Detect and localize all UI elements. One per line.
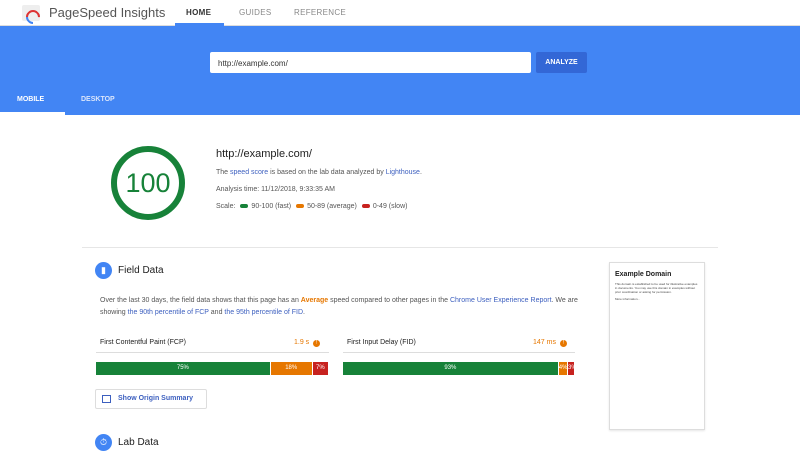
fcp-percentile-link[interactable]: the 90th percentile of FCP bbox=[127, 309, 209, 316]
nav-guides[interactable]: GUIDES bbox=[239, 8, 272, 17]
pagespeed-logo-icon bbox=[22, 5, 40, 21]
text: . bbox=[303, 309, 305, 316]
thumbnail-title: Example Domain bbox=[615, 271, 672, 278]
fcp-label: First Contentful Paint (FCP) bbox=[100, 339, 186, 346]
fcp-value-text: 1.9 s bbox=[294, 339, 310, 346]
score-description: The speed score is based on the lab data… bbox=[216, 169, 422, 176]
tab-mobile[interactable]: MOBILE bbox=[17, 96, 45, 103]
scale-average: 50-89 (average) bbox=[307, 203, 357, 210]
thumbnail-more-link: More information... bbox=[615, 297, 641, 301]
slow-dot-icon bbox=[361, 204, 370, 209]
text: is based on the lab data analyzed by bbox=[268, 169, 386, 176]
field-data-title: Field Data bbox=[118, 265, 164, 276]
tab-desktop[interactable]: DESKTOP bbox=[81, 96, 115, 103]
show-origin-summary-button[interactable]: Show Origin Summary bbox=[95, 389, 207, 409]
divider bbox=[343, 352, 575, 353]
text: The bbox=[216, 169, 231, 176]
bar-chart-icon: ▮ bbox=[95, 262, 112, 279]
info-icon[interactable]: ! bbox=[313, 340, 321, 347]
top-bar: PageSpeed Insights HOME GUIDES REFERENCE bbox=[0, 0, 800, 26]
text: Over the last 30 days, the field data sh… bbox=[100, 297, 301, 304]
text: . We are showing bbox=[100, 297, 578, 316]
distribution-segment-slow: 3% bbox=[568, 362, 577, 375]
divider bbox=[96, 352, 329, 353]
fcp-value: 1.9 s! bbox=[294, 339, 321, 347]
analysis-time: Analysis time: 11/12/2018, 9:33:35 AM bbox=[216, 186, 335, 193]
thumbnail-body: This domain is established to be used fo… bbox=[615, 282, 698, 294]
distribution-segment-average: 18% bbox=[270, 362, 313, 375]
fcp-distribution-bar: 75% 18% 7% bbox=[96, 362, 329, 375]
analyzed-url: http://example.com/ bbox=[216, 148, 312, 160]
distribution-segment-average: 4% bbox=[558, 362, 569, 375]
scale-slow: 0-49 (slow) bbox=[372, 203, 408, 210]
nav-home[interactable]: HOME bbox=[186, 8, 212, 17]
score-gauge: 100 bbox=[111, 146, 185, 220]
url-input[interactable]: http://example.com/ bbox=[210, 52, 531, 73]
analyze-button[interactable]: ANALYZE bbox=[536, 52, 587, 73]
search-banner: http://example.com/ ANALYZE MOBILE DESKT… bbox=[0, 26, 800, 115]
scale-fast: 90-100 (fast) bbox=[251, 203, 292, 210]
page-screenshot-thumbnail: Example Domain This domain is establishe… bbox=[609, 262, 705, 430]
fast-dot-icon bbox=[240, 204, 249, 209]
fid-label: First Input Delay (FID) bbox=[347, 339, 416, 346]
nav-reference[interactable]: REFERENCE bbox=[294, 8, 347, 17]
text: and bbox=[208, 309, 225, 316]
crux-link[interactable]: Chrome User Experience Report bbox=[449, 297, 552, 304]
lighthouse-link[interactable]: Lighthouse bbox=[385, 169, 420, 176]
info-icon[interactable]: ! bbox=[559, 340, 567, 347]
fid-percentile-link[interactable]: the 95th percentile of FID bbox=[224, 309, 304, 316]
speed-score-link[interactable]: speed score bbox=[230, 169, 269, 176]
fid-value: 147 ms! bbox=[533, 339, 567, 347]
distribution-segment-fast: 93% bbox=[343, 362, 559, 375]
nav-active-indicator bbox=[175, 23, 224, 26]
text: speed compared to other pages in the bbox=[328, 297, 450, 304]
average-label: Average bbox=[300, 297, 329, 304]
lab-data-title: Lab Data bbox=[118, 437, 159, 448]
score-scale: Scale: 90-100 (fast) 50-89 (average) 0-4… bbox=[216, 203, 407, 210]
field-data-description: Over the last 30 days, the field data sh… bbox=[100, 295, 600, 319]
origin-icon bbox=[102, 395, 111, 403]
app-title: PageSpeed Insights bbox=[49, 5, 166, 20]
tab-active-indicator bbox=[0, 112, 65, 115]
distribution-segment-fast: 75% bbox=[96, 362, 271, 375]
scale-label: Scale: bbox=[216, 203, 236, 210]
fid-value-text: 147 ms bbox=[533, 339, 556, 346]
average-dot-icon bbox=[296, 204, 305, 209]
timer-icon: ⏱ bbox=[95, 434, 112, 451]
fid-distribution-bar: 93% 4% 3% bbox=[343, 362, 577, 375]
distribution-segment-slow: 7% bbox=[312, 362, 329, 375]
origin-button-label: Show Origin Summary bbox=[118, 395, 194, 402]
divider bbox=[82, 247, 718, 248]
text: . bbox=[419, 169, 422, 176]
